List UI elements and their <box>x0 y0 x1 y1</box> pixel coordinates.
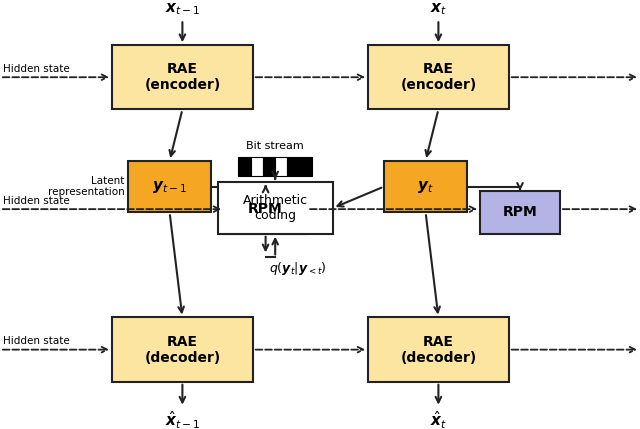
Text: Bit stream: Bit stream <box>246 142 304 151</box>
Bar <box>287 157 300 176</box>
FancyBboxPatch shape <box>368 45 509 109</box>
Text: RPM: RPM <box>248 202 283 216</box>
Text: Hidden state: Hidden state <box>3 196 70 206</box>
Text: $\boldsymbol{y}_t$: $\boldsymbol{y}_t$ <box>417 178 434 195</box>
Text: $q(\boldsymbol{y}_t|\boldsymbol{y}_{<t})$: $q(\boldsymbol{y}_t|\boldsymbol{y}_{<t})… <box>269 260 326 277</box>
Text: Hidden state: Hidden state <box>3 336 70 346</box>
Bar <box>263 157 275 176</box>
Text: $\boldsymbol{x}_{t-1}$: $\boldsymbol{x}_{t-1}$ <box>164 1 200 17</box>
Text: RAE
(encoder): RAE (encoder) <box>400 62 477 92</box>
Text: Latent
representation: Latent representation <box>48 176 125 197</box>
Text: RAE
(decoder): RAE (decoder) <box>400 335 477 365</box>
Text: $\hat{\boldsymbol{x}}_t$: $\hat{\boldsymbol{x}}_t$ <box>430 410 447 429</box>
FancyBboxPatch shape <box>368 317 509 382</box>
FancyBboxPatch shape <box>218 182 333 234</box>
FancyBboxPatch shape <box>224 184 307 234</box>
Text: RPM: RPM <box>502 205 538 219</box>
Text: Hidden state: Hidden state <box>3 64 70 74</box>
Text: $\hat{\boldsymbol{x}}_{t-1}$: $\hat{\boldsymbol{x}}_{t-1}$ <box>164 410 200 429</box>
Bar <box>275 157 287 176</box>
Text: RAE
(decoder): RAE (decoder) <box>144 335 221 365</box>
Bar <box>239 157 251 176</box>
FancyBboxPatch shape <box>112 45 253 109</box>
FancyBboxPatch shape <box>384 161 467 212</box>
Text: RAE
(encoder): RAE (encoder) <box>144 62 221 92</box>
FancyBboxPatch shape <box>112 317 253 382</box>
Bar <box>251 157 263 176</box>
Text: Arithmetic
coding: Arithmetic coding <box>243 194 308 222</box>
Bar <box>300 157 312 176</box>
FancyBboxPatch shape <box>128 161 211 212</box>
Text: $\boldsymbol{y}_{t-1}$: $\boldsymbol{y}_{t-1}$ <box>152 178 187 195</box>
Text: $\boldsymbol{x}_t$: $\boldsymbol{x}_t$ <box>430 1 447 17</box>
FancyBboxPatch shape <box>480 191 560 234</box>
